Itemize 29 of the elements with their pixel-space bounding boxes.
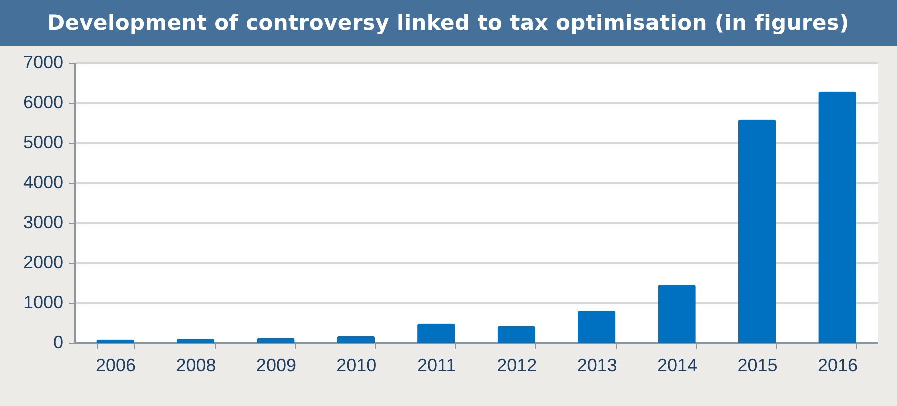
x-tick-label: 2008	[176, 356, 216, 376]
bar	[658, 285, 696, 343]
x-tick-label: 2011	[418, 356, 456, 376]
bar	[176, 339, 215, 343]
y-tick-label: 0	[53, 332, 64, 352]
y-tick-label: 7000	[23, 52, 64, 72]
bar	[818, 92, 856, 343]
bar	[257, 338, 295, 343]
y-tick-label: 3000	[23, 212, 64, 232]
x-tick-label: 2012	[497, 356, 538, 376]
y-tick-label: 1000	[23, 292, 64, 312]
x-tick-label: 2009	[256, 356, 296, 376]
x-tick-label: 2015	[738, 356, 778, 376]
x-tick-label: 2014	[658, 356, 698, 376]
bar	[337, 336, 376, 343]
bar	[418, 324, 456, 343]
x-tick-label: 2006	[96, 356, 136, 376]
x-tick-label: 2010	[336, 356, 377, 376]
bar	[96, 340, 134, 343]
y-tick-label: 2000	[23, 252, 64, 272]
y-tick-label: 4000	[23, 172, 64, 192]
y-tick-label: 5000	[23, 132, 64, 152]
y-tick-label: 6000	[23, 92, 64, 112]
bar	[498, 326, 536, 343]
bar	[578, 311, 616, 343]
chart-title: Development of controversy linked to tax optimisation (in figures)	[0, 0, 897, 46]
x-tick-label: 2013	[577, 356, 618, 376]
x-tick-label: 2016	[818, 356, 858, 376]
bar	[738, 120, 776, 343]
